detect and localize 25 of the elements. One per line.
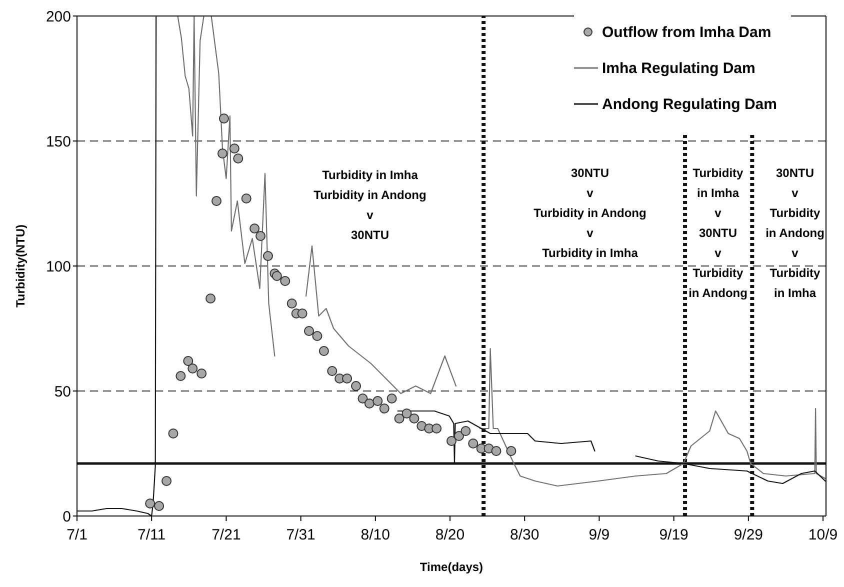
x-tick-label: 9/19: [659, 526, 688, 544]
x-tick-label: 9/29: [734, 526, 764, 544]
y-tick-label: 150: [46, 133, 71, 150]
y-tick-label: 200: [46, 8, 71, 26]
x-tick-label: 8/20: [435, 526, 465, 544]
x-axis-title: Time(days): [420, 560, 484, 574]
annotation: Turbidity in Imha v 30NTU v Turbidity in Andong: [688, 166, 748, 300]
x-tick-label: 7/31: [286, 526, 316, 544]
annotation: 30NTU v Turbidity in Andong v Turbidity in Imha: [532, 165, 648, 262]
x-tick-label: 9/9: [588, 526, 610, 544]
x-tick-label: 8/10: [360, 526, 390, 544]
annotation: Turbidity in Imha Turbidity in Andong v 30NTU: [312, 167, 428, 244]
x-tick-label: 7/1: [66, 526, 88, 544]
x-tick-label: 8/30: [510, 526, 540, 544]
x-tick-label: 7/11: [138, 526, 166, 544]
y-tick-label: 100: [46, 258, 71, 276]
y-tick-label: 0: [62, 508, 71, 526]
x-tick-label: 7/21: [212, 526, 241, 544]
y-tick-label: 50: [54, 383, 71, 400]
y-axis-title: Turbidity(NTU): [13, 224, 28, 308]
legend-label: Outflow from Imha Dam: [602, 22, 772, 42]
legend-label: Imha Regulating Dam: [602, 58, 756, 78]
x-tick-label: 10/9: [808, 526, 838, 544]
annotation: 30NTU v Turbidity in Andong v Turbidity in Imha: [766, 166, 824, 300]
legend-label: Andong Regulating Dam: [602, 94, 777, 114]
